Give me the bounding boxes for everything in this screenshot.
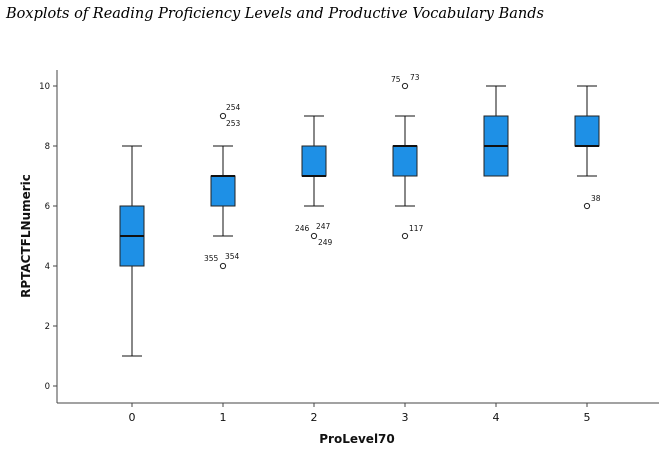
- outlier-point: [310, 232, 318, 240]
- x-axis-label: ProLevel70: [319, 432, 395, 446]
- x-tick-label: 3: [402, 411, 409, 424]
- outlier-label: 254: [226, 103, 241, 112]
- outlier-point: [219, 112, 227, 120]
- x-tick-label: 5: [584, 411, 591, 424]
- y-tick-label: 0: [45, 382, 50, 392]
- outlier-label: 38: [591, 194, 601, 203]
- outlier-label: 355: [204, 254, 219, 263]
- outlier-point: [583, 202, 591, 210]
- outlier-label: 75: [391, 75, 401, 84]
- outlier-label: 73: [410, 73, 420, 82]
- box-iqr: [210, 175, 236, 207]
- outlier-label: 246: [295, 224, 310, 233]
- box-iqr: [301, 145, 327, 177]
- y-tick-label: 4: [45, 262, 50, 272]
- x-tick-label: 1: [220, 411, 227, 424]
- x-tick-label: 2: [311, 411, 318, 424]
- y-axis-label: RPTACTFLNumeric: [19, 174, 33, 298]
- outlier-label: 247: [316, 222, 331, 231]
- y-tick-label: 6: [45, 202, 50, 212]
- outlier-label: 354: [225, 252, 240, 261]
- outlier-point: [219, 262, 227, 270]
- x-tick-label: 4: [493, 411, 500, 424]
- x-tick-label: 0: [129, 411, 136, 424]
- outlier-point: [401, 232, 409, 240]
- box-iqr: [392, 145, 418, 177]
- box-iqr: [574, 115, 600, 147]
- y-tick-label: 2: [45, 322, 50, 332]
- y-tick-label: 8: [45, 142, 50, 152]
- chart-title: Boxplots of Reading Proficiency Levels a…: [6, 6, 544, 22]
- outlier-label: 253: [226, 119, 241, 128]
- outlier-label: 117: [409, 224, 424, 233]
- outlier-label: 249: [318, 238, 333, 247]
- chart-marks: 254 253 355 354 246 247 249 75 73 117 38: [119, 73, 601, 357]
- outlier-point: [401, 82, 409, 90]
- y-tick-label: 10: [39, 82, 50, 92]
